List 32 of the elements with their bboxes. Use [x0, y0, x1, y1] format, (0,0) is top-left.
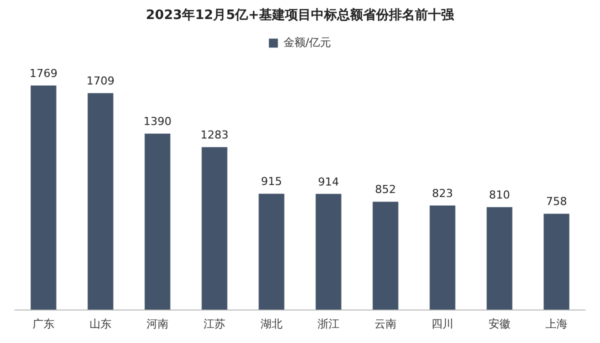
x-tick-label: 上海 — [546, 317, 568, 330]
data-label: 914 — [318, 175, 339, 188]
data-label: 823 — [432, 186, 453, 200]
bar — [544, 214, 570, 310]
data-label: 810 — [489, 188, 510, 202]
x-tick-label: 江苏 — [204, 317, 226, 330]
bar — [486, 207, 512, 310]
x-tick-label: 广东 — [32, 317, 54, 330]
bar — [258, 194, 284, 310]
data-label: 1709 — [86, 74, 114, 88]
data-label: 915 — [261, 175, 282, 188]
data-label: 1283 — [200, 128, 228, 142]
data-label: 852 — [375, 183, 396, 196]
chart-title: 2023年12月5亿+基建项目中标总额省份排名前十强 — [146, 7, 456, 24]
x-tick-label: 浙江 — [318, 317, 340, 330]
x-tick-label: 山东 — [90, 317, 112, 330]
bar — [202, 147, 228, 310]
data-label: 758 — [546, 195, 567, 208]
bar — [430, 205, 456, 310]
x-tick-label: 河南 — [146, 317, 168, 330]
x-tick-label: 湖北 — [260, 317, 282, 330]
bar — [316, 194, 342, 310]
x-tick-label: 云南 — [374, 317, 396, 330]
data-label: 1390 — [144, 114, 172, 128]
bar — [30, 86, 56, 310]
data-label: 1769 — [30, 66, 58, 80]
x-tick-label: 安徽 — [488, 317, 510, 330]
bar — [88, 93, 114, 310]
x-tick-label: 四川 — [432, 317, 454, 330]
bar — [372, 202, 398, 310]
legend-label: 金额/亿元 — [283, 36, 332, 49]
bar — [144, 134, 170, 310]
